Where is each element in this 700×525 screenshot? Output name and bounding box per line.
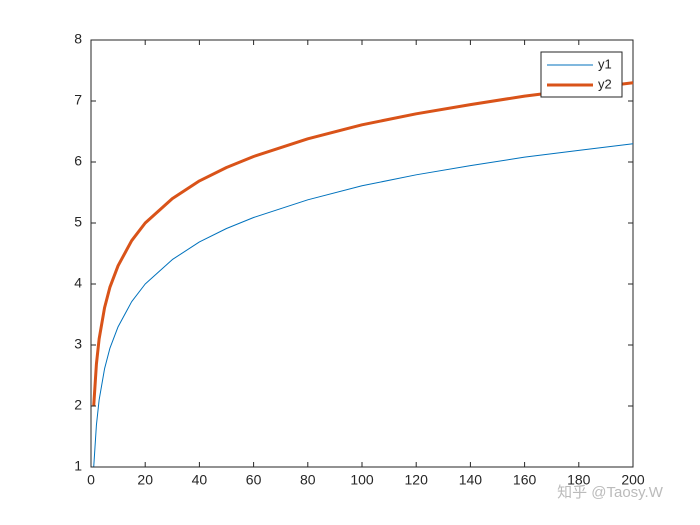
legend-label: y1 (598, 56, 612, 71)
x-tick-label: 140 (459, 472, 483, 488)
y-tick-label: 4 (74, 275, 82, 291)
x-tick-label: 20 (137, 472, 153, 488)
watermark: 知乎 @Taosy.W (557, 484, 664, 501)
legend-box (540, 51, 623, 98)
x-tick-label: 40 (192, 472, 208, 488)
y-tick-label: 3 (74, 336, 82, 352)
y-tick-label: 6 (74, 153, 82, 169)
y-tick-label: 7 (74, 92, 82, 108)
x-tick-label: 80 (300, 472, 316, 488)
line-series (93, 143, 634, 468)
marks (92, 81, 634, 468)
y-tick-label: 2 (74, 397, 82, 413)
y-tick-label: 5 (74, 214, 82, 230)
x-tick-label: 180 (567, 472, 591, 488)
y-tick-label: 1 (74, 458, 82, 474)
x-tick-label: 60 (246, 472, 262, 488)
legend-label: y2 (598, 76, 612, 91)
x-tick-label: 160 (513, 472, 537, 488)
x-tick-label: 0 (87, 472, 95, 488)
x-tick-label: 200 (621, 472, 645, 488)
line-series (92, 81, 634, 407)
y-tick-label: 8 (74, 31, 82, 47)
x-tick-label: 100 (350, 472, 374, 488)
x-tick-label: 120 (405, 472, 429, 488)
plot-area (90, 39, 634, 468)
